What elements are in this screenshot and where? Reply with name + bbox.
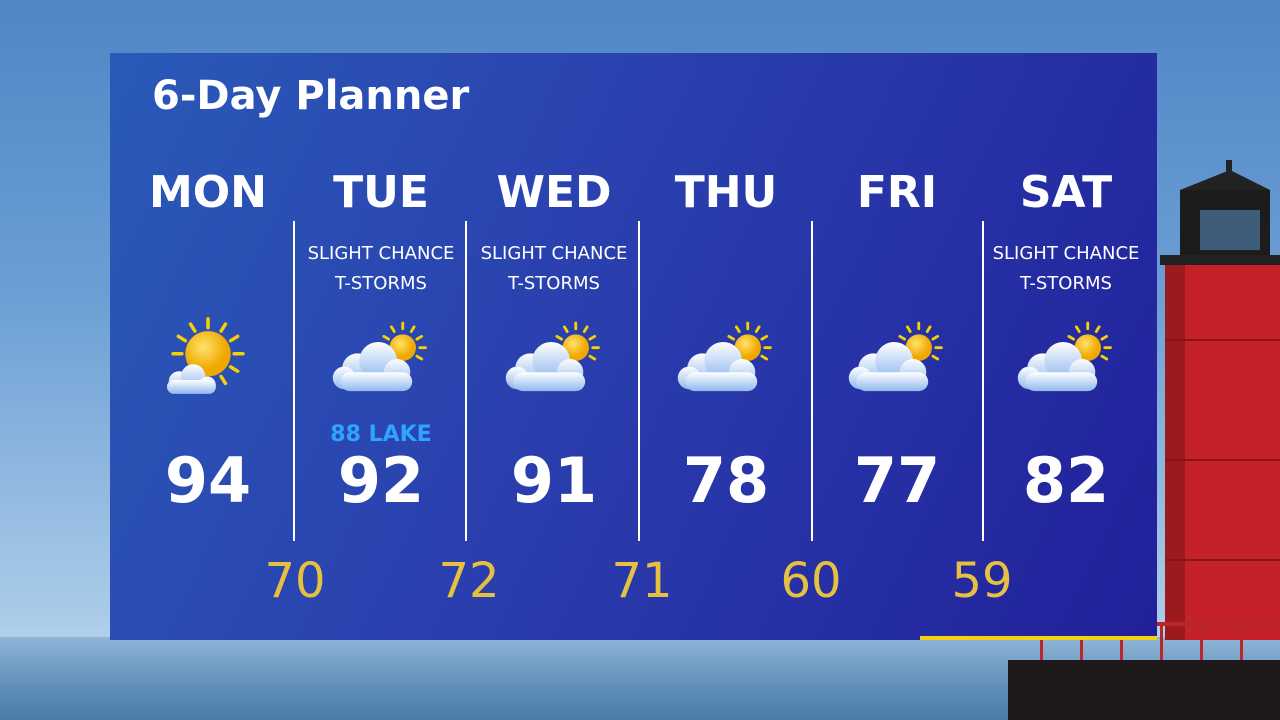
column-divider — [982, 221, 984, 541]
day-name: MON — [148, 167, 267, 218]
high-temp: 77 — [853, 444, 941, 517]
condition-text — [123, 239, 293, 299]
partly-cloudy-icon — [469, 299, 639, 419]
column-divider — [293, 221, 295, 541]
low-temp: 71 — [611, 553, 673, 609]
high-temp: 94 — [164, 444, 252, 517]
high-temp: 82 — [1022, 444, 1110, 517]
day-column-wed: WED SLIGHT CHANCE T-STORMS 91 — [469, 163, 639, 517]
day-column-fri: FRI 77 — [812, 163, 982, 517]
partly-cloudy-icon — [296, 299, 466, 419]
partly-cloudy-icon — [641, 299, 811, 419]
day-name: FRI — [856, 167, 938, 218]
condition-text — [641, 239, 811, 299]
column-divider — [638, 221, 640, 541]
low-temp: 59 — [951, 553, 1013, 609]
mostly-sunny-icon — [123, 299, 293, 419]
high-temp: 91 — [510, 444, 598, 517]
forecast-panel: 6-Day Planner MON 94 TUE SLIGHT CHANCE T-… — [110, 53, 1157, 640]
day-name: TUE — [333, 167, 429, 218]
day-name: WED — [496, 167, 612, 218]
condition-text: SLIGHT CHANCE T-STORMS — [480, 243, 628, 294]
day-column-mon: MON 94 — [123, 163, 293, 517]
high-temp: 78 — [682, 444, 770, 517]
high-temp: 92 — [337, 444, 425, 517]
low-temp: 70 — [264, 553, 326, 609]
partly-cloudy-icon — [812, 299, 982, 419]
partly-cloudy-icon — [981, 299, 1151, 419]
column-divider — [811, 221, 813, 541]
condition-text — [812, 239, 982, 299]
lake-temp: 88 LAKE — [330, 422, 432, 447]
condition-text: SLIGHT CHANCE T-STORMS — [992, 243, 1140, 294]
day-column-tue: TUE SLIGHT CHANCE T-STORMS 88 LAKE 92 — [296, 163, 466, 517]
day-column-thu: THU 78 — [641, 163, 811, 517]
low-temp: 72 — [438, 553, 500, 609]
accent-bar — [920, 636, 1157, 640]
day-name: SAT — [1019, 167, 1113, 218]
low-temp: 60 — [780, 553, 842, 609]
day-column-sat: SAT SLIGHT CHANCE T-STORMS 82 — [981, 163, 1151, 517]
column-divider — [465, 221, 467, 541]
page-title: 6-Day Planner — [152, 73, 470, 119]
day-name: THU — [674, 167, 778, 218]
lighthouse-image — [1160, 160, 1280, 640]
pier — [1008, 660, 1280, 720]
condition-text: SLIGHT CHANCE T-STORMS — [307, 243, 455, 294]
